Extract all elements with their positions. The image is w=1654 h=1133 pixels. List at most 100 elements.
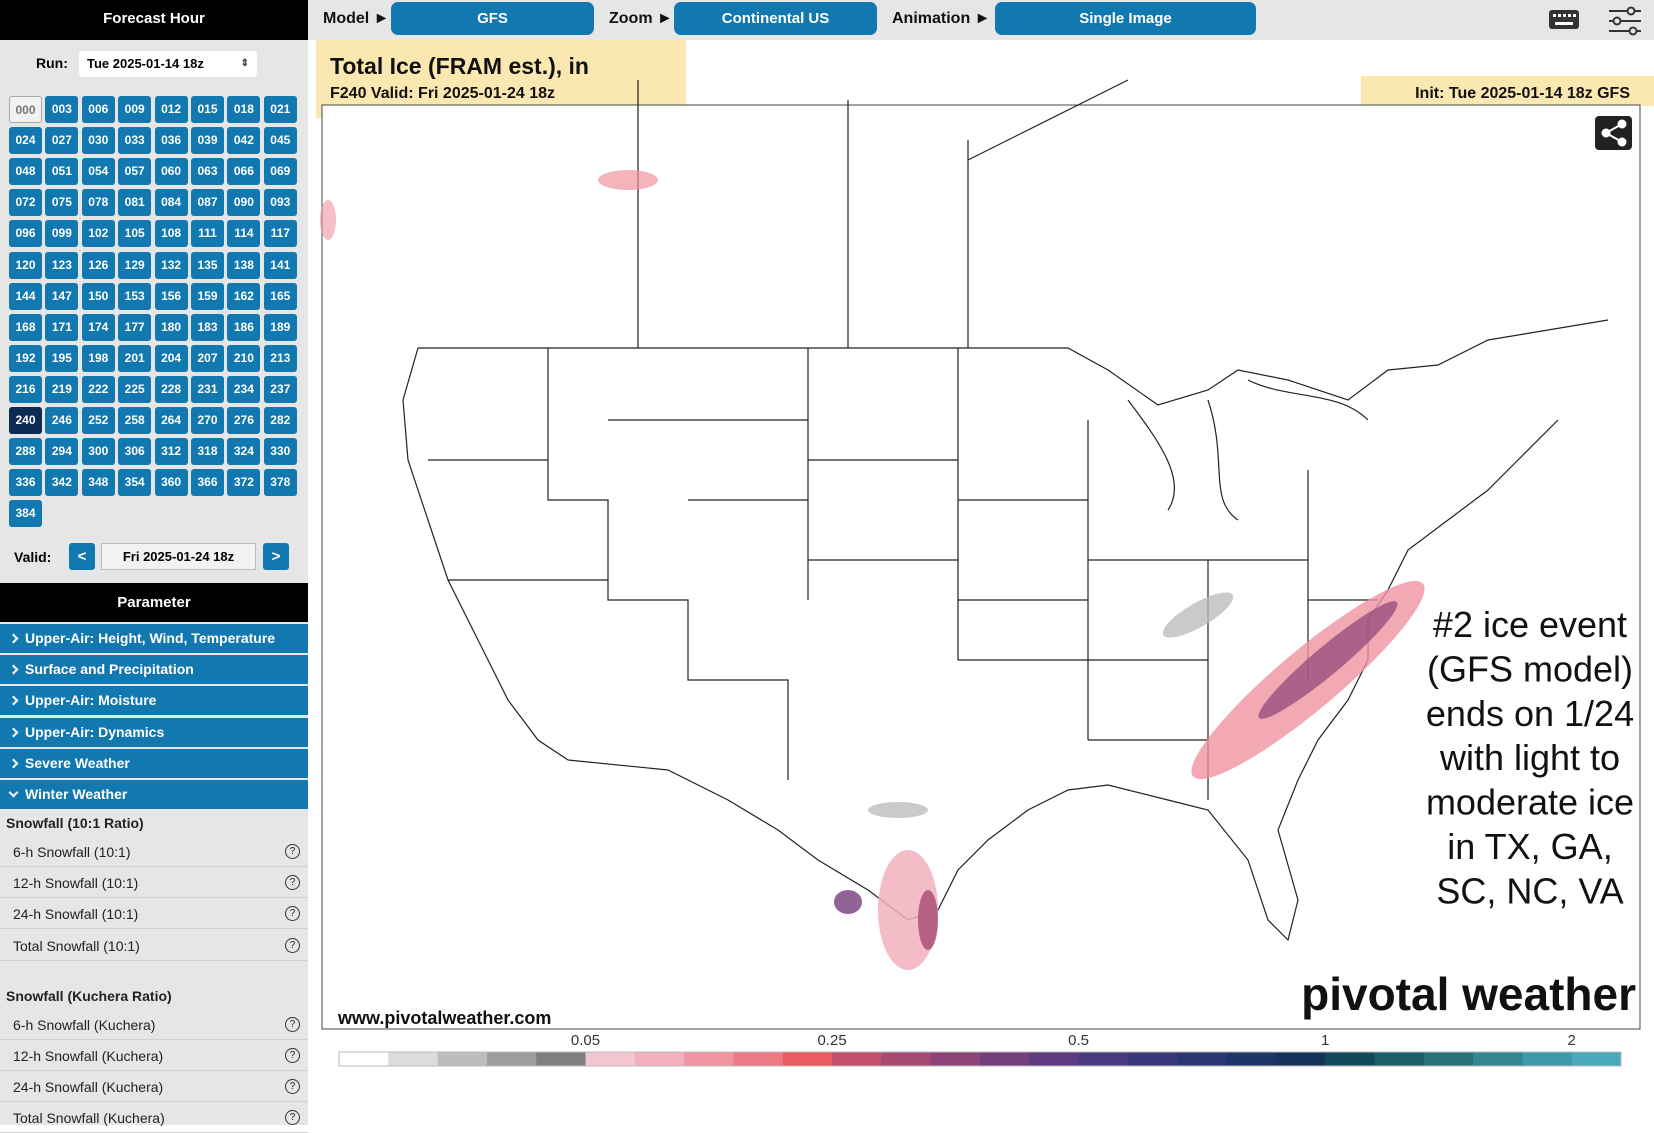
hour-button[interactable]: 258	[118, 407, 152, 434]
hour-button[interactable]: 189	[263, 313, 297, 341]
hour-button[interactable]: 330	[263, 438, 297, 466]
hour-button[interactable]: 072	[9, 189, 42, 217]
hour-button[interactable]: 213	[263, 344, 297, 372]
hour-button[interactable]: 312	[154, 438, 188, 466]
hour-button[interactable]: 075	[45, 189, 79, 217]
hour-button[interactable]: 096	[9, 220, 42, 248]
hour-button[interactable]: 000	[9, 96, 42, 123]
parameter-item[interactable]: 12-h Snowfall (10:1)?	[0, 868, 308, 899]
hour-button[interactable]: 087	[191, 189, 224, 217]
hour-button[interactable]: 102	[81, 220, 115, 248]
hour-button[interactable]: 264	[154, 407, 188, 434]
help-icon[interactable]: ?	[285, 875, 300, 891]
hour-button[interactable]: 165	[263, 282, 297, 310]
hour-button[interactable]: 117	[263, 220, 297, 248]
hour-button[interactable]: 009	[118, 96, 152, 123]
hour-button[interactable]: 168	[9, 313, 42, 341]
parameter-item[interactable]: Total Snowfall (10:1)?	[0, 931, 308, 961]
hour-button[interactable]: 138	[227, 251, 261, 279]
hour-button[interactable]: 093	[263, 189, 297, 217]
hour-button[interactable]: 294	[45, 438, 79, 466]
hour-button[interactable]: 147	[45, 282, 79, 310]
hour-button[interactable]: 216	[9, 375, 42, 403]
animation-button[interactable]: Single Image	[995, 2, 1256, 35]
hour-button[interactable]: 111	[191, 220, 224, 248]
hour-button[interactable]: 207	[191, 344, 224, 372]
hour-button[interactable]: 015	[191, 96, 224, 123]
hour-button[interactable]: 354	[118, 469, 152, 497]
hour-button[interactable]: 090	[227, 189, 261, 217]
hour-button[interactable]: 219	[45, 375, 79, 403]
settings-icon[interactable]	[1609, 6, 1641, 36]
hour-button[interactable]: 054	[81, 158, 115, 186]
category-button[interactable]: Winter Weather	[0, 780, 308, 809]
help-icon[interactable]: ?	[285, 906, 300, 922]
hour-button[interactable]: 042	[227, 127, 261, 155]
hour-button[interactable]: 159	[191, 282, 224, 310]
hour-button[interactable]: 228	[154, 375, 188, 403]
hour-button[interactable]: 036	[154, 127, 188, 155]
category-button[interactable]: Severe Weather	[0, 748, 308, 778]
help-icon[interactable]: ?	[285, 937, 300, 953]
hour-button[interactable]: 234	[227, 375, 261, 403]
hour-button[interactable]: 156	[154, 282, 188, 310]
help-icon[interactable]: ?	[285, 844, 300, 859]
hour-button[interactable]: 366	[191, 469, 224, 497]
hour-button[interactable]: 306	[118, 438, 152, 466]
hour-button[interactable]: 141	[263, 251, 297, 279]
hour-button[interactable]: 210	[227, 344, 261, 372]
hour-button[interactable]: 195	[45, 344, 79, 372]
hour-button[interactable]: 126	[81, 251, 115, 279]
zoom-button[interactable]: Continental US	[674, 2, 877, 35]
parameter-item[interactable]: 12-h Snowfall (Kuchera)?	[0, 1041, 308, 1071]
hour-button[interactable]: 105	[118, 220, 152, 248]
help-icon[interactable]: ?	[285, 1110, 300, 1126]
hour-button[interactable]: 180	[154, 313, 188, 341]
category-button[interactable]: Upper-Air: Height, Wind, Temperature	[0, 624, 308, 653]
hour-button[interactable]: 135	[191, 251, 224, 279]
hour-button[interactable]: 222	[81, 375, 115, 403]
hour-button[interactable]: 288	[9, 438, 42, 466]
hour-button[interactable]: 132	[154, 251, 188, 279]
run-select[interactable]: Tue 2025-01-14 18z ⇕	[79, 51, 257, 77]
hour-button[interactable]: 186	[227, 313, 261, 341]
hour-button[interactable]: 174	[81, 313, 115, 341]
hour-button[interactable]: 183	[191, 313, 224, 341]
hour-button[interactable]: 057	[118, 158, 152, 186]
hour-button[interactable]: 300	[81, 438, 115, 466]
next-button[interactable]: >	[263, 543, 289, 570]
hour-button[interactable]: 039	[191, 127, 224, 155]
hour-button[interactable]: 129	[118, 251, 152, 279]
keyboard-icon[interactable]	[1549, 10, 1579, 29]
hour-button[interactable]: 069	[263, 158, 297, 186]
hour-button[interactable]: 066	[227, 158, 261, 186]
hour-button[interactable]: 021	[263, 96, 297, 123]
help-icon[interactable]: ?	[285, 1016, 300, 1032]
hour-button[interactable]: 246	[45, 407, 79, 434]
hour-button[interactable]: 153	[118, 282, 152, 310]
hour-button[interactable]: 063	[191, 158, 224, 186]
hour-button[interactable]: 114	[227, 220, 261, 248]
hour-button[interactable]: 003	[45, 96, 79, 123]
hour-button[interactable]: 252	[81, 407, 115, 434]
hour-button[interactable]: 123	[45, 251, 79, 279]
hour-button[interactable]: 045	[263, 127, 297, 155]
hour-button[interactable]: 024	[9, 127, 42, 155]
hour-button[interactable]: 171	[45, 313, 79, 341]
hour-button[interactable]: 030	[81, 127, 115, 155]
category-button[interactable]: Surface and Precipitation	[0, 655, 308, 685]
share-button[interactable]	[1595, 116, 1632, 150]
hour-button[interactable]: 192	[9, 344, 42, 372]
hour-button[interactable]: 378	[263, 469, 297, 497]
hour-button[interactable]: 384	[9, 500, 42, 528]
hour-button[interactable]: 324	[227, 438, 261, 466]
parameter-item[interactable]: 6-h Snowfall (10:1)?	[0, 837, 308, 867]
hour-button[interactable]: 204	[154, 344, 188, 372]
hour-button[interactable]: 318	[191, 438, 224, 466]
hour-button[interactable]: 372	[227, 469, 261, 497]
parameter-item[interactable]: 6-h Snowfall (Kuchera)?	[0, 1010, 308, 1040]
hour-button[interactable]: 078	[81, 189, 115, 217]
parameter-item[interactable]: 24-h Snowfall (10:1)?	[0, 899, 308, 930]
help-icon[interactable]: ?	[285, 1048, 300, 1063]
hour-button[interactable]: 225	[118, 375, 152, 403]
